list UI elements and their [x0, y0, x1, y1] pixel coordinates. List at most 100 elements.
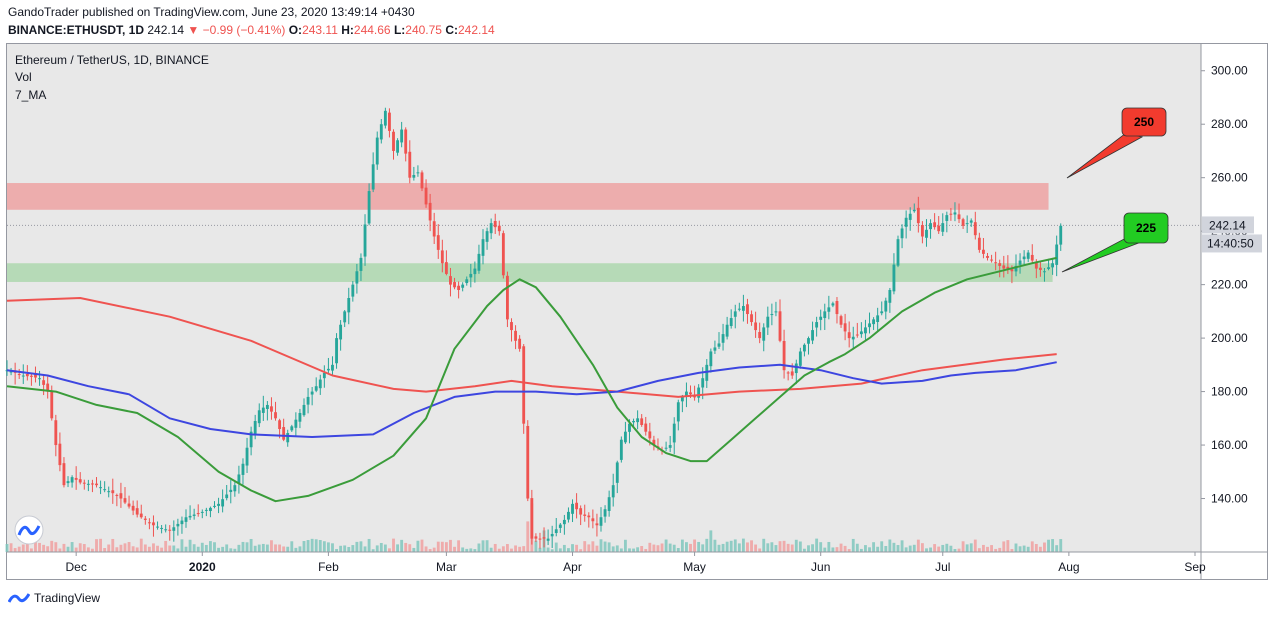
volume-bar	[554, 542, 558, 552]
time-axis-area	[7, 552, 1201, 579]
volume-bar	[807, 545, 810, 552]
volume-bar	[233, 548, 237, 552]
candle	[1014, 265, 1018, 272]
volume-bar	[78, 543, 82, 552]
candle	[1026, 252, 1030, 259]
candle	[225, 494, 229, 499]
candle	[17, 374, 21, 376]
candle	[233, 485, 237, 492]
candle	[1034, 262, 1038, 269]
candle	[920, 225, 924, 237]
volume-bar	[147, 546, 151, 552]
candle	[835, 301, 839, 315]
candle	[359, 257, 363, 271]
candle	[127, 503, 131, 507]
candle	[542, 537, 546, 539]
candle	[209, 507, 212, 512]
candle	[701, 378, 705, 388]
volume-bar	[628, 548, 631, 552]
chart-legend-title: Ethereum / TetherUS, 1D, BINANCE	[15, 53, 209, 67]
volume-bar	[990, 545, 993, 552]
volume-bar	[709, 530, 713, 552]
chart-legend-ma: 7_MA	[15, 88, 47, 102]
candle	[794, 363, 798, 374]
volume-bar	[265, 544, 269, 552]
candle	[851, 336, 855, 340]
volume-bar	[412, 547, 416, 552]
volume-bar	[746, 542, 749, 552]
volume-bar	[347, 546, 351, 552]
candle	[986, 255, 989, 258]
candle	[864, 327, 867, 334]
x-tick-label: Mar	[436, 560, 457, 574]
candle	[253, 420, 257, 434]
volume-bar	[367, 538, 371, 552]
volume-bar	[42, 544, 46, 552]
volume-bar	[510, 548, 513, 552]
x-tick-label: Jul	[935, 560, 950, 574]
volume-bar	[1051, 539, 1055, 552]
candle	[697, 387, 701, 398]
candle	[623, 431, 627, 443]
volume-bar	[672, 544, 676, 552]
candle	[54, 420, 58, 446]
volume-bar	[607, 542, 611, 552]
x-tick-label: Jun	[811, 560, 830, 574]
candle	[457, 285, 461, 290]
volume-bar	[957, 548, 961, 552]
candle	[908, 213, 912, 220]
volume-bar	[798, 541, 802, 552]
volume-bar	[741, 538, 745, 552]
candle	[632, 420, 635, 423]
volume-bar	[363, 546, 367, 552]
volume-bar	[310, 538, 314, 552]
volume-bar	[111, 538, 115, 552]
volume-bar	[648, 542, 652, 552]
volume-bar	[302, 541, 306, 552]
volume-bar	[119, 544, 123, 552]
candle	[326, 368, 330, 371]
volume-bar	[835, 547, 839, 552]
volume-bar	[286, 546, 290, 552]
candle	[257, 410, 261, 424]
candle	[733, 311, 737, 317]
volume-bar	[965, 544, 969, 552]
candle	[42, 380, 46, 385]
volume-bar	[497, 548, 501, 552]
volume-bar	[1055, 545, 1059, 552]
candle	[221, 499, 225, 507]
volume-bar	[526, 521, 530, 552]
price-change: −0.99 (−0.41%)	[202, 23, 286, 37]
open-value: 243.11	[302, 23, 338, 37]
candle	[880, 311, 884, 314]
volume-bar	[359, 541, 363, 552]
candle	[278, 420, 282, 430]
volume-bar	[766, 543, 770, 552]
candle	[811, 330, 814, 341]
volume-bar	[54, 542, 58, 552]
candle	[412, 175, 416, 178]
volume-bar	[82, 544, 86, 552]
volume-bar	[534, 540, 538, 552]
zone-resistance	[7, 183, 1049, 210]
volume-bar	[493, 543, 497, 552]
volume-bar	[831, 547, 835, 552]
candle	[554, 529, 558, 534]
callout-label: 250	[1134, 115, 1154, 129]
candle	[912, 209, 916, 212]
symbol-label: BINANCE:ETHUSDT, 1D	[8, 23, 145, 37]
volume-bar	[176, 548, 180, 552]
candle	[562, 519, 566, 525]
volume-bar	[851, 538, 855, 552]
candle	[139, 513, 143, 518]
candle	[685, 391, 688, 396]
volume-bar	[546, 547, 550, 552]
volume-bar	[46, 546, 50, 552]
volume-bar	[432, 547, 436, 552]
volume-bar	[733, 539, 737, 552]
volume-bar	[99, 538, 102, 552]
volume-bar	[1034, 543, 1038, 552]
candle	[1002, 265, 1006, 269]
close-value: 242.14	[457, 23, 495, 37]
